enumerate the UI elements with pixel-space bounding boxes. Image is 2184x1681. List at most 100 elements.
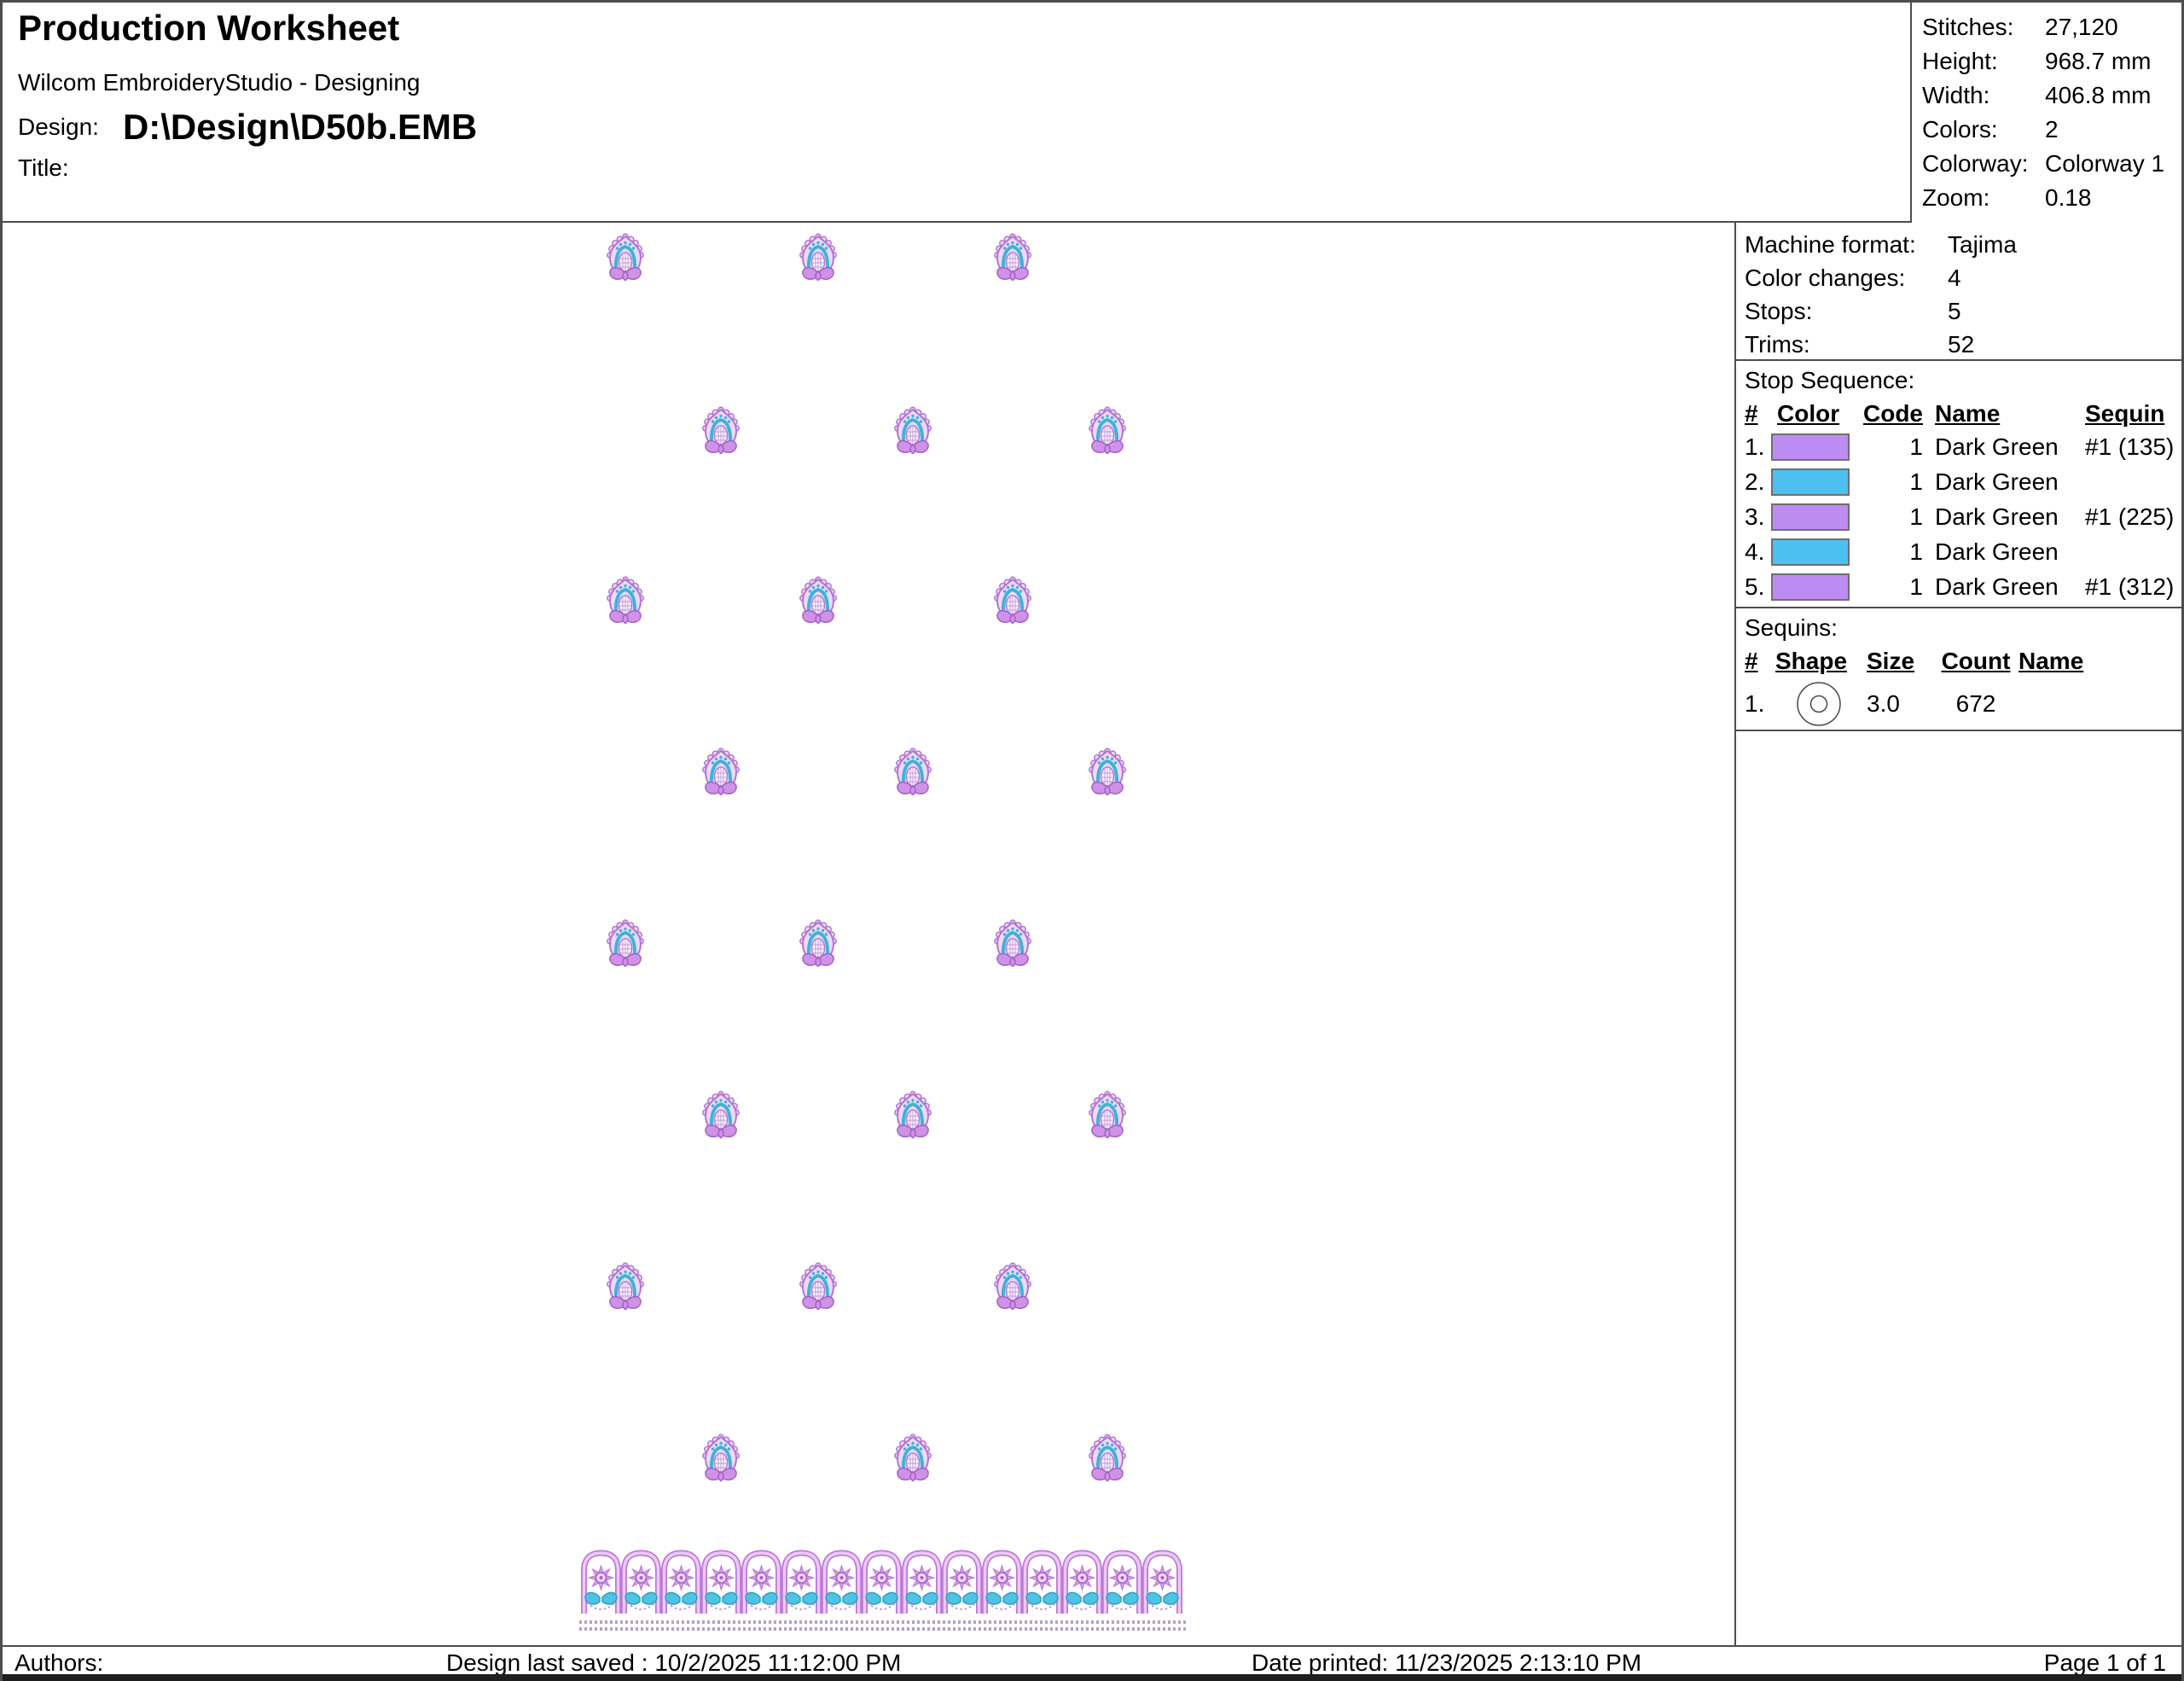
col-header-sequin: Sequin <box>2085 400 2165 427</box>
page-bottom-bar <box>3 1674 2181 1681</box>
stop-sequin: #1 (225) <box>2085 503 2175 530</box>
stat-label: Height: <box>1922 48 1998 74</box>
stat-row-stitches: Stitches: 27,120 <box>1922 10 2181 44</box>
border-motif-tile <box>945 1553 979 1614</box>
stop-name: Dark Green <box>1935 538 2059 565</box>
col-header-name: Name <box>1935 400 2001 427</box>
embroidery-motif <box>798 1261 839 1312</box>
embroidery-motif <box>605 575 646 625</box>
sequin-number: 1. <box>1745 690 1765 717</box>
stat-value: Colorway 1 <box>2045 150 2165 177</box>
header: Production Worksheet Wilcom EmbroiderySt… <box>3 3 2181 223</box>
col-header-num: # <box>1745 648 1758 674</box>
embroidery-motif <box>892 1090 933 1140</box>
stop-sequence-row: 5. 1 Dark Green #1 (312) <box>1745 569 2181 604</box>
info-label: Color changes: <box>1745 264 1906 291</box>
stop-sequence-row: 4. 1 Dark Green <box>1745 534 2181 569</box>
border-motif-tile <box>1106 1553 1140 1614</box>
stop-sequence-title: Stop Sequence: <box>1745 367 1915 393</box>
embroidery-motif <box>992 1261 1033 1312</box>
embroidery-motif <box>798 918 839 968</box>
embroidery-motif <box>1087 1090 1128 1140</box>
border-motif-tile <box>985 1553 1019 1614</box>
date-printed-text: Date printed: 11/23/2025 2:13:10 PM <box>1252 1649 1642 1676</box>
stop-number: 2. <box>1745 468 1765 495</box>
stat-label: Zoom: <box>1922 184 1990 211</box>
info-value: Tajima <box>1948 230 2017 258</box>
stop-code: 1 <box>1909 503 1923 530</box>
stat-label: Stitches: <box>1922 14 2014 40</box>
sequins-title: Sequins: <box>1745 614 1838 641</box>
stat-value: 0.18 <box>2045 184 2092 211</box>
col-header-size: Size <box>1867 648 1915 674</box>
machine-info-section: Machine format: Tajima Color changes: 4 … <box>1736 223 2181 361</box>
sequin-size: 3.0 <box>1867 690 1900 717</box>
info-value: 52 <box>1948 330 1975 358</box>
stat-value: 2 <box>2045 116 2059 143</box>
border-motif-tile <box>584 1553 619 1614</box>
border-motif-tile <box>705 1553 739 1614</box>
border-motif-tile <box>865 1553 899 1614</box>
embroidery-motif <box>892 747 933 797</box>
stop-sequence-header-row: # Color Code Name Sequin <box>1745 398 2181 429</box>
stop-number: 1. <box>1745 433 1765 460</box>
embroidery-motif <box>798 575 839 625</box>
stop-name: Dark Green <box>1935 433 2059 460</box>
border-motif-tile <box>785 1553 819 1614</box>
embroidery-motif <box>700 747 741 797</box>
embroidery-motif <box>605 918 646 968</box>
embroidery-motif <box>605 1261 646 1312</box>
info-panel: Machine format: Tajima Color changes: 4 … <box>1734 223 2181 1645</box>
stat-value: 968.7 mm <box>2045 48 2152 74</box>
app-subtitle: Wilcom EmbroideryStudio - Designing <box>18 69 421 96</box>
sequins-section: Sequins: # Shape Size Count Name 1. 3.0 … <box>1736 608 2181 731</box>
thread-color-swatch <box>1771 538 1850 566</box>
info-row-trims: Trims: 52 <box>1745 328 2181 361</box>
stop-name: Dark Green <box>1935 468 2059 495</box>
stat-label: Colors: <box>1922 116 1998 143</box>
col-header-color: Color <box>1777 400 1840 427</box>
border-motif-tile <box>1025 1553 1060 1614</box>
sequin-count: 672 <box>1955 690 1996 717</box>
thread-color-swatch <box>1771 573 1850 601</box>
sequins-header-row: # Shape Size Count Name <box>1745 646 2181 677</box>
stop-name: Dark Green <box>1935 573 2059 600</box>
stat-row-width: Width: 406.8 mm <box>1922 79 2181 113</box>
design-file-path: D:\Design\D50b.EMB <box>122 107 478 147</box>
stop-sequin: #1 (312) <box>2085 573 2175 600</box>
embroidery-motif <box>1087 1433 1128 1483</box>
design-label: Design: <box>18 113 99 140</box>
design-stats-box: Stitches: 27,120 Height: 968.7 mm Width:… <box>1910 3 2181 223</box>
col-header-name: Name <box>2018 648 2084 674</box>
design-file-row: Design: D:\Design\D50b.EMB <box>18 107 477 148</box>
sequin-shape-icon <box>1771 680 1867 728</box>
border-motif-tile <box>905 1553 939 1614</box>
border-motif-tile <box>1066 1553 1100 1614</box>
border-motif-tile <box>825 1553 859 1614</box>
info-row-machine-format: Machine format: Tajima <box>1745 228 2181 261</box>
embroidery-motif <box>700 405 741 456</box>
col-header-num: # <box>1745 400 1758 427</box>
stat-value: 406.8 mm <box>2045 82 2152 108</box>
embroidery-motif <box>605 232 646 282</box>
embroidery-motif <box>1087 747 1128 797</box>
stop-number: 4. <box>1745 538 1765 565</box>
border-motif-tile <box>1146 1553 1180 1614</box>
embroidery-motif <box>700 1433 741 1483</box>
title-label: Title: <box>18 154 69 181</box>
col-header-count: Count <box>1941 648 2011 674</box>
embroidery-motif <box>1087 405 1128 456</box>
stat-row-colors: Colors: 2 <box>1922 113 2181 147</box>
stat-label: Width: <box>1922 82 1990 108</box>
info-row-color-changes: Color changes: 4 <box>1745 261 2181 294</box>
page-number: Page 1 of 1 <box>2043 1649 2166 1676</box>
stop-code: 1 <box>1909 468 1923 495</box>
stop-sequence-section: Stop Sequence: # Color Code Name Sequin … <box>1736 361 2181 608</box>
embroidery-motif <box>992 575 1033 625</box>
stat-row-height: Height: 968.7 mm <box>1922 44 2181 79</box>
stat-label: Colorway: <box>1922 150 2029 177</box>
embroidery-motif <box>992 232 1033 282</box>
thread-color-swatch <box>1771 503 1850 531</box>
stop-name: Dark Green <box>1935 503 2059 530</box>
